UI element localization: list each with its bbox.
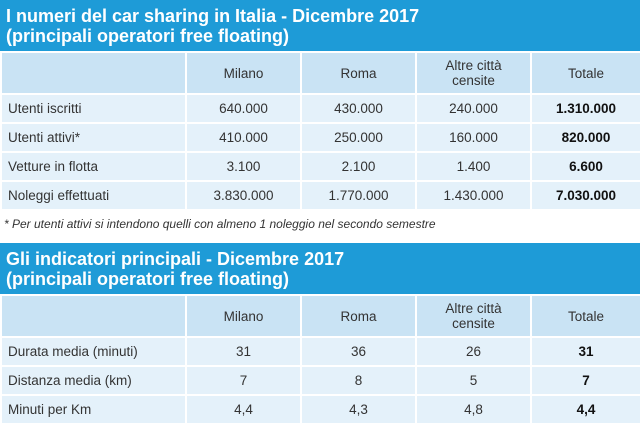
header-cell: Totale xyxy=(530,51,640,95)
table-row: Durata media (minuti) 31 36 26 31 xyxy=(0,336,640,367)
title-line: (principali operatori free floating) xyxy=(6,269,290,289)
header-cell: Altre città censite xyxy=(415,51,532,95)
header-cell: Roma xyxy=(300,51,417,95)
cell: 640.000 xyxy=(185,93,302,124)
cell: 7 xyxy=(185,365,302,396)
header-cell: Milano xyxy=(185,51,302,95)
header-cell: Totale xyxy=(530,294,640,338)
row-label: Utenti attivi* xyxy=(0,122,187,153)
cell: 4,4 xyxy=(530,394,640,425)
row-label: Minuti per Km xyxy=(0,394,187,425)
row-label: Noleggi effettuati xyxy=(0,180,187,211)
cell: 31 xyxy=(185,336,302,367)
data-table: Milano Roma Altre città censite Totale Utent… xyxy=(0,51,640,211)
title-line: (principali operatori free floating) xyxy=(6,26,290,46)
table-title: I numeri del car sharing in Italia - Dic… xyxy=(0,0,640,51)
title-line: I numeri del car sharing in Italia - Dic… xyxy=(6,6,420,26)
cell: 430.000 xyxy=(300,93,417,124)
data-table: Milano Roma Altre città censite Totale Durat… xyxy=(0,294,640,425)
row-label: Vetture in flotta xyxy=(0,151,187,182)
header-row: Milano Roma Altre città censite Totale xyxy=(0,294,640,338)
cell: 820.000 xyxy=(530,122,640,153)
row-label: Utenti iscritti xyxy=(0,93,187,124)
cell: 410.000 xyxy=(185,122,302,153)
cell: 4,3 xyxy=(300,394,417,425)
table-row: Vetture in flotta 3.100 2.100 1.400 6.600 xyxy=(0,151,640,182)
row-label: Distanza media (km) xyxy=(0,365,187,396)
table-row: Minuti per Km 4,4 4,3 4,8 4,4 xyxy=(0,394,640,425)
cell: 1.770.000 xyxy=(300,180,417,211)
cell: 4,8 xyxy=(415,394,532,425)
cell: 160.000 xyxy=(415,122,532,153)
table-row: Utenti attivi* 410.000 250.000 160.000 820.0… xyxy=(0,122,640,153)
cell: 26 xyxy=(415,336,532,367)
header-row: Milano Roma Altre città censite Totale xyxy=(0,51,640,95)
title-line: Gli indicatori principali - Dicembre 201… xyxy=(6,249,345,269)
header-cell: Milano xyxy=(185,294,302,338)
cell: 3.100 xyxy=(185,151,302,182)
cell: 7.030.000 xyxy=(530,180,640,211)
cell: 2.100 xyxy=(300,151,417,182)
header-cell: Altre città censite xyxy=(415,294,532,338)
cell: 1.430.000 xyxy=(415,180,532,211)
cell: 1.310.000 xyxy=(530,93,640,124)
cell: 8 xyxy=(300,365,417,396)
table-row: Distanza media (km) 7 8 5 7 xyxy=(0,365,640,396)
cell: 36 xyxy=(300,336,417,367)
table-row: Utenti iscritti 640.000 430.000 240.000 1.31… xyxy=(0,93,640,124)
cell: 6.600 xyxy=(530,151,640,182)
table-row: Noleggi effettuati 3.830.000 1.770.000 1.43… xyxy=(0,180,640,211)
cell: 240.000 xyxy=(415,93,532,124)
table-title: Gli indicatori principali - Dicembre 201… xyxy=(0,243,640,294)
header-cell xyxy=(0,294,187,338)
cell: 4,4 xyxy=(185,394,302,425)
row-label: Durata media (minuti) xyxy=(0,336,187,367)
header-cell xyxy=(0,51,187,95)
header-cell: Roma xyxy=(300,294,417,338)
cell: 1.400 xyxy=(415,151,532,182)
cell: 3.830.000 xyxy=(185,180,302,211)
cell: 250.000 xyxy=(300,122,417,153)
cell: 31 xyxy=(530,336,640,367)
cell: 7 xyxy=(530,365,640,396)
cell: 5 xyxy=(415,365,532,396)
footnote: * Per utenti attivi si intendono quelli … xyxy=(4,217,436,231)
document: I numeri del car sharing in Italia - Dic… xyxy=(0,0,640,425)
